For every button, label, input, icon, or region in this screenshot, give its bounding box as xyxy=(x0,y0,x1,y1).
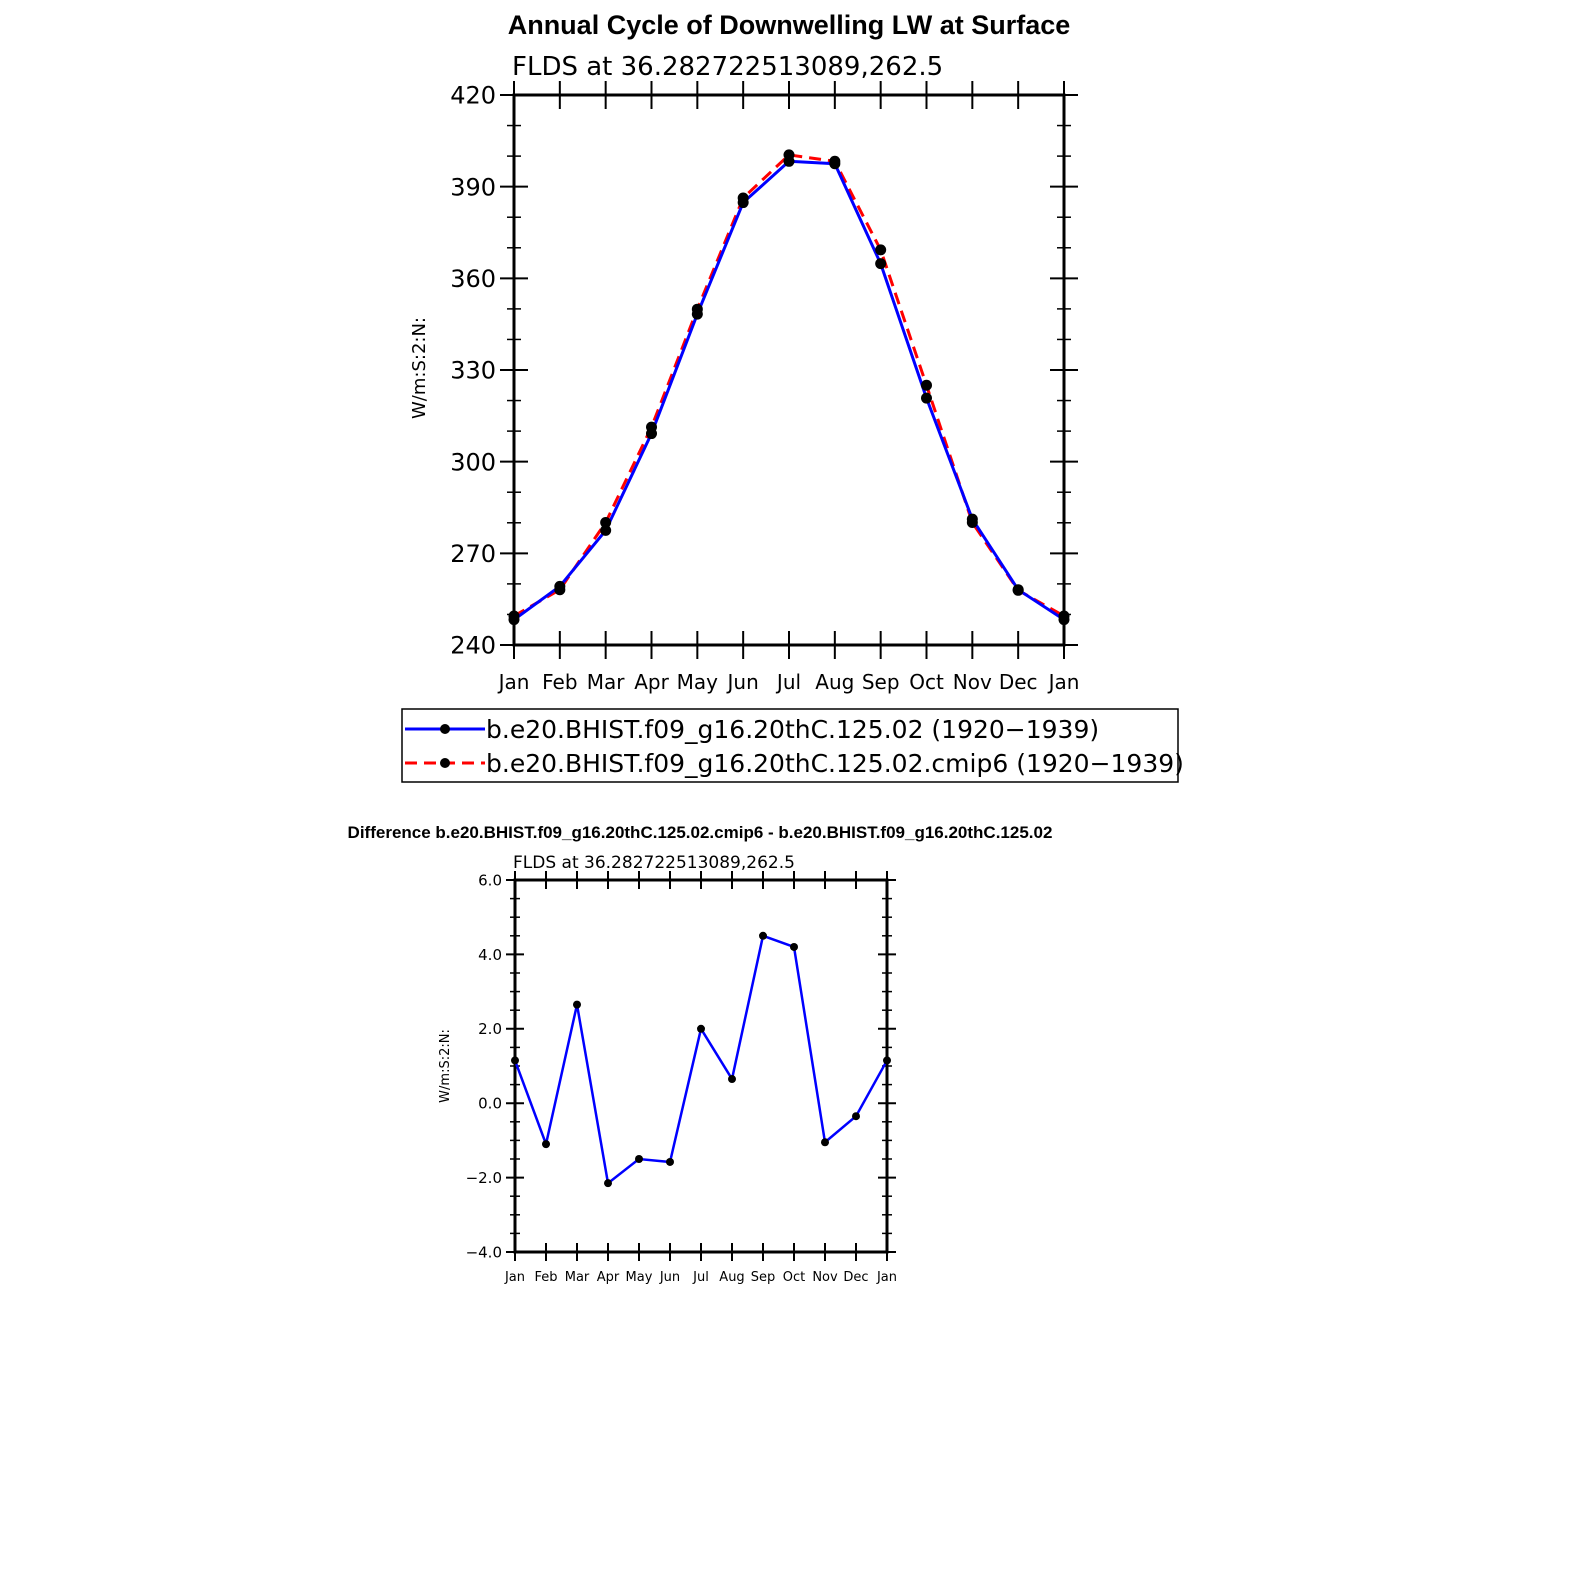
x-tick-label: Aug xyxy=(719,1270,744,1285)
chart1-y-tick-labels: 240 270 300 330 360 390 420 xyxy=(450,82,496,660)
series-2-point xyxy=(921,379,932,391)
legend-marker-series-2 xyxy=(440,758,450,768)
chart1-series xyxy=(508,149,1070,626)
series-line-1 xyxy=(513,159,1065,621)
chart2-title: Difference b.e20.BHIST.f09_g16.20thC.125… xyxy=(348,823,1053,842)
y-tick-label: 300 xyxy=(450,448,496,476)
y-tick-label: 6.0 xyxy=(478,871,502,889)
x-tick-label: Feb xyxy=(534,1270,557,1285)
chart2-x-tick-labels: Jan Feb Mar Apr May Jun Jul Aug Sep Oct Nov Dec Jan xyxy=(504,1270,897,1285)
series-1-point xyxy=(821,1138,829,1147)
series-1-point xyxy=(883,1056,891,1065)
y-tick-label: 390 xyxy=(450,173,496,201)
x-tick-label: May xyxy=(626,1270,653,1285)
chart1-x-tick-labels: Jan Feb Mar Apr May Jun Jul Aug Sep Oct Nov Dec Jan xyxy=(497,670,1080,694)
x-tick-label: Oct xyxy=(783,1270,805,1285)
y-tick-label: 2.0 xyxy=(478,1020,502,1038)
series-1-point xyxy=(666,1157,674,1166)
series-1-point xyxy=(1058,614,1070,626)
series-line-2 xyxy=(513,153,1065,618)
x-tick-label: Jan xyxy=(504,1270,525,1285)
x-tick-label: Dec xyxy=(999,670,1038,694)
legend-label-series-1: b.e20.BHIST.f09_g16.20thC.125.02 (1920−1… xyxy=(486,715,1099,744)
y-tick-label: −2.0 xyxy=(466,1169,502,1187)
x-tick-label: Jul xyxy=(692,1270,709,1285)
series-1-point xyxy=(921,392,932,404)
y-tick-label: 330 xyxy=(450,357,496,385)
chart2-ylabel: W/m:S:2:N: xyxy=(438,1029,453,1103)
series-1-point xyxy=(554,580,566,592)
x-tick-label: Sep xyxy=(751,1270,776,1285)
chart2-plot-area xyxy=(513,878,889,1254)
x-tick-label: Jul xyxy=(775,670,801,694)
x-tick-label: Apr xyxy=(634,670,669,694)
series-1-point xyxy=(829,158,841,170)
series-1-point xyxy=(542,1140,550,1149)
chart2-ticks xyxy=(506,871,896,1261)
series-2-point xyxy=(600,516,612,528)
x-tick-label: Dec xyxy=(843,1270,868,1285)
x-tick-label: Nov xyxy=(812,1270,838,1285)
chart1-title: Annual Cycle of Downwelling LW at Surfac… xyxy=(508,10,1071,40)
chart2-subtitle: FLDS at 36.282722513089,262.5 xyxy=(513,853,795,873)
x-tick-label: Jan xyxy=(497,670,530,694)
series-line-1 xyxy=(513,934,889,1186)
y-tick-label: 360 xyxy=(450,265,496,293)
chart1-plot-area xyxy=(512,93,1066,647)
chart1-ticks xyxy=(500,81,1078,659)
y-tick-label: 270 xyxy=(450,540,496,568)
y-tick-label: 4.0 xyxy=(478,946,502,964)
x-tick-label: Aug xyxy=(815,670,854,694)
y-tick-label: 0.0 xyxy=(478,1095,502,1113)
x-tick-label: Jan xyxy=(1047,670,1080,694)
chart2-series xyxy=(511,931,891,1188)
x-tick-label: Oct xyxy=(909,670,944,694)
y-tick-label: −4.0 xyxy=(466,1243,502,1261)
series-1-point xyxy=(604,1179,612,1188)
x-tick-label: Jan xyxy=(876,1270,897,1285)
x-tick-label: Nov xyxy=(953,670,992,694)
series-1-point xyxy=(759,931,767,940)
series-1-point xyxy=(511,1056,519,1065)
series-1-point xyxy=(573,1000,581,1009)
series-1-point xyxy=(646,428,657,440)
chart1-legend: b.e20.BHIST.f09_g16.20thC.125.02 (1920−1… xyxy=(401,708,1184,783)
x-tick-label: Mar xyxy=(565,1270,590,1285)
series-1-point xyxy=(508,614,520,626)
series-2-point xyxy=(875,244,887,256)
series-1-point xyxy=(697,1024,705,1033)
series-1-point xyxy=(737,197,749,209)
series-1-point xyxy=(691,308,703,320)
chart1-ylabel: W/m:S:2:N: xyxy=(409,317,430,419)
difference-chart: Difference b.e20.BHIST.f09_g16.20thC.125… xyxy=(348,823,1053,1285)
x-tick-label: Jun xyxy=(659,1270,680,1285)
series-1-point xyxy=(966,513,978,525)
x-tick-label: Apr xyxy=(597,1270,620,1285)
x-tick-label: Feb xyxy=(542,670,577,694)
x-tick-label: May xyxy=(677,670,719,694)
y-tick-label: 240 xyxy=(450,632,496,660)
annual-cycle-chart: Annual Cycle of Downwelling LW at Surfac… xyxy=(401,10,1184,783)
legend-label-series-2: b.e20.BHIST.f09_g16.20thC.125.02.cmip6 (… xyxy=(486,749,1184,778)
legend-box xyxy=(401,708,1179,783)
series-1-point xyxy=(790,942,798,951)
series-1-point xyxy=(852,1112,860,1121)
series-1-point xyxy=(875,258,887,270)
x-tick-label: Mar xyxy=(587,670,626,694)
chart2-y-tick-labels: −4.0 −2.0 0.0 2.0 4.0 6.0 xyxy=(466,871,502,1261)
series-1-point xyxy=(635,1155,643,1163)
series-1-point xyxy=(783,155,795,167)
legend-marker-series-1 xyxy=(440,724,450,734)
series-1-point xyxy=(600,524,612,536)
y-tick-label: 420 xyxy=(450,82,496,110)
x-tick-label: Sep xyxy=(862,670,900,694)
x-tick-label: Jun xyxy=(726,670,759,694)
series-1-point xyxy=(1012,584,1024,596)
series-1-point xyxy=(728,1075,736,1084)
chart1-subtitle: FLDS at 36.282722513089,262.5 xyxy=(512,52,943,82)
